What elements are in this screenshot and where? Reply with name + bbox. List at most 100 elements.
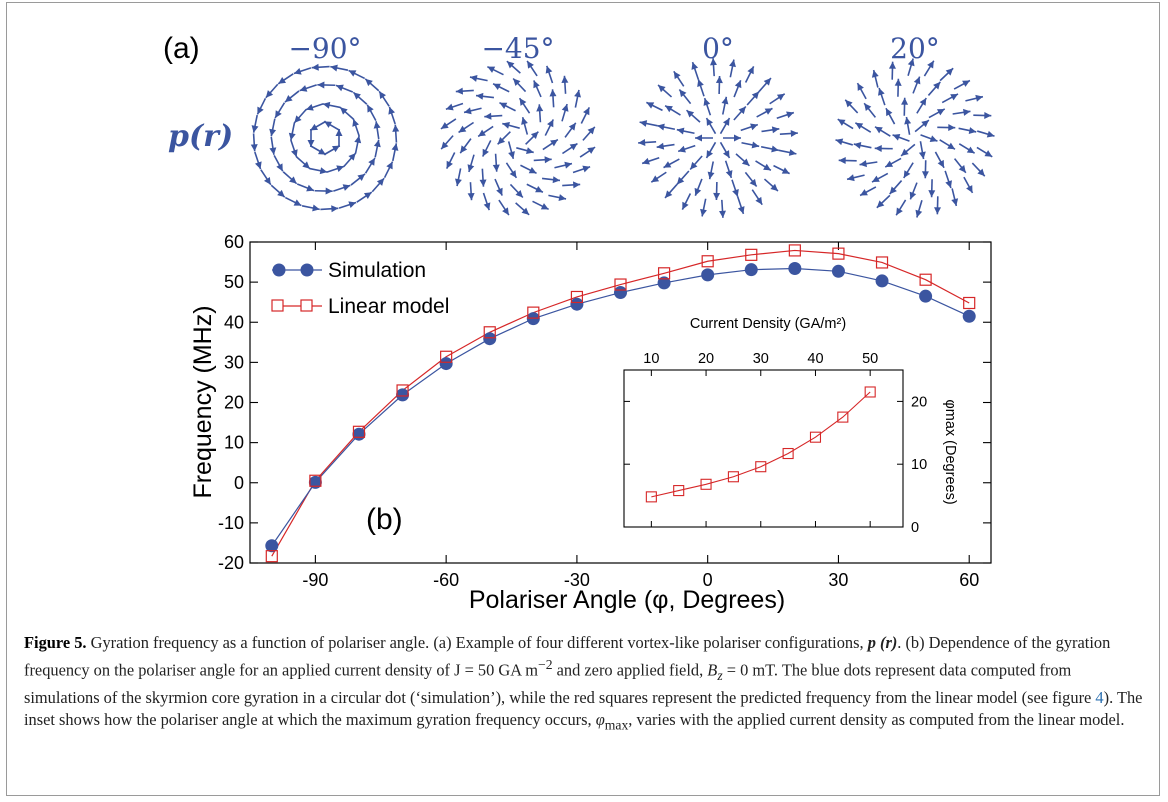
y-tick-label: 0 — [234, 473, 244, 493]
field-arrow-head — [859, 160, 867, 168]
panel-a: (a) p(r) −90° −45° 0° 20° — [163, 32, 995, 218]
field-arrow-head — [750, 123, 758, 131]
field-arrow-head — [885, 108, 893, 117]
field-arrow-head — [319, 167, 328, 175]
legend-simulation-marker-left — [272, 263, 286, 277]
field-arrow-head — [527, 60, 534, 69]
field-arrow-head — [646, 102, 655, 109]
caption-math-phi: φ — [595, 709, 605, 729]
field-arrow-head — [933, 81, 941, 90]
field-arrow-head — [264, 176, 271, 185]
field-arrow-head — [545, 65, 553, 74]
field-arrow-head — [536, 104, 544, 112]
field-arrow-head — [583, 107, 590, 116]
simulation-point — [396, 388, 410, 402]
y-tick-label: 30 — [224, 352, 244, 372]
field-arrow-head — [294, 115, 302, 123]
field-arrow-head — [544, 156, 552, 164]
field-arrow-head — [561, 75, 569, 84]
field-arrow-head — [363, 192, 372, 199]
linear-model-point — [265, 550, 278, 563]
field-arrow-head — [310, 123, 319, 131]
field-arrow-head — [639, 120, 648, 127]
field-arrow-head — [706, 150, 714, 158]
field-arrow-head — [293, 199, 302, 206]
y-tick-label: 40 — [224, 312, 244, 332]
field-arrow-head — [853, 142, 862, 149]
field-arrow-head — [975, 94, 983, 102]
field-arrow-head — [737, 206, 745, 214]
linear-model-point — [570, 290, 584, 304]
field-arrow-head — [528, 167, 537, 174]
field-arrow-head — [958, 165, 966, 173]
field-arrow-head — [257, 106, 264, 115]
field-arrow-head — [299, 85, 308, 92]
field-arrow-head — [572, 181, 581, 189]
field-arrow-head — [521, 207, 530, 215]
inset-series — [645, 386, 876, 503]
field-arrow-head — [574, 89, 582, 98]
caption-math-j-exp: −2 — [538, 657, 553, 672]
inset-ticks: 10 20 30 40 50 0 10 20 — [624, 351, 927, 536]
field-arrow-head — [269, 128, 277, 137]
inset-y-tick-label: 20 — [911, 394, 927, 410]
field-arrow-head — [934, 207, 942, 215]
field-arrow-head — [872, 175, 880, 183]
field-arrow-head — [513, 78, 521, 86]
field-arrow-head — [904, 117, 912, 125]
field-arrow-head — [275, 110, 282, 119]
field-arrow-head — [446, 160, 453, 169]
panel-b-label: (b) — [366, 503, 403, 536]
caption-math-j: J = 50 GA m — [454, 660, 539, 680]
linear-model-point — [963, 296, 976, 310]
angle-label: −45° — [481, 32, 554, 65]
field-arrow-head — [888, 61, 896, 69]
main-ticks: -90 -60 -30 0 30 60 -20 -10 0 10 20 30 40 50 60 — [218, 232, 991, 590]
field-arrow-head — [255, 161, 262, 170]
field-arrow-head — [751, 141, 760, 149]
linear-model-point — [875, 256, 889, 269]
field-arrow-head — [721, 96, 729, 105]
inset-point — [673, 485, 685, 497]
field-arrow-head — [694, 187, 702, 196]
main-series-marks — [265, 244, 976, 563]
field-arrow-head — [348, 201, 357, 208]
field-arrow-head — [874, 126, 883, 134]
field-arrow-head — [673, 71, 681, 80]
field-arrow-head — [386, 161, 393, 170]
field-arrow-head — [549, 89, 557, 97]
caption-figure-ref[interactable]: 4 — [1095, 687, 1104, 707]
linear-model-line — [271, 249, 970, 557]
field-arrow-head — [755, 196, 763, 205]
simulation-point — [657, 276, 671, 290]
x-tick-label: 30 — [828, 570, 848, 590]
chart-b: -90 -60 -30 0 30 60 -20 -10 0 10 20 30 40 50 60 Polari… — [189, 232, 992, 614]
field-arrow-head — [269, 147, 277, 155]
field-arrow-head — [547, 119, 554, 128]
field-arrow-head — [251, 125, 259, 133]
field-arrow-head — [936, 108, 945, 116]
field-arrow-head — [455, 87, 464, 95]
legend: Simulation Linear model — [271, 259, 449, 318]
linear-model-point — [352, 425, 366, 438]
simulation-point — [308, 475, 322, 489]
field-arrow-head — [353, 92, 361, 100]
field-arrow-head — [276, 163, 283, 172]
field-arrow-head — [582, 165, 591, 173]
simulation-point — [265, 539, 279, 553]
field-arrow-head — [348, 153, 356, 161]
field-arrow-head — [277, 189, 285, 198]
field-arrow-head — [325, 187, 333, 195]
field-arrow-head — [786, 111, 794, 119]
field-arrow-head — [913, 76, 921, 85]
field-arrow-head — [691, 62, 699, 70]
inset-frame — [623, 369, 904, 528]
inset-x-tick-label: 10 — [643, 351, 659, 367]
field-arrow-head — [921, 171, 929, 179]
field-arrow-head — [336, 165, 345, 172]
field-arrow-head — [665, 190, 673, 198]
inset-x-tick-label: 20 — [698, 351, 714, 367]
figure-5: (a) p(r) −90° −45° 0° 20° -90 -60 -30 0 30 60 -20… — [163, 32, 995, 614]
y-tick-label: -10 — [218, 513, 244, 533]
panel-a-label: (a) — [163, 32, 200, 65]
